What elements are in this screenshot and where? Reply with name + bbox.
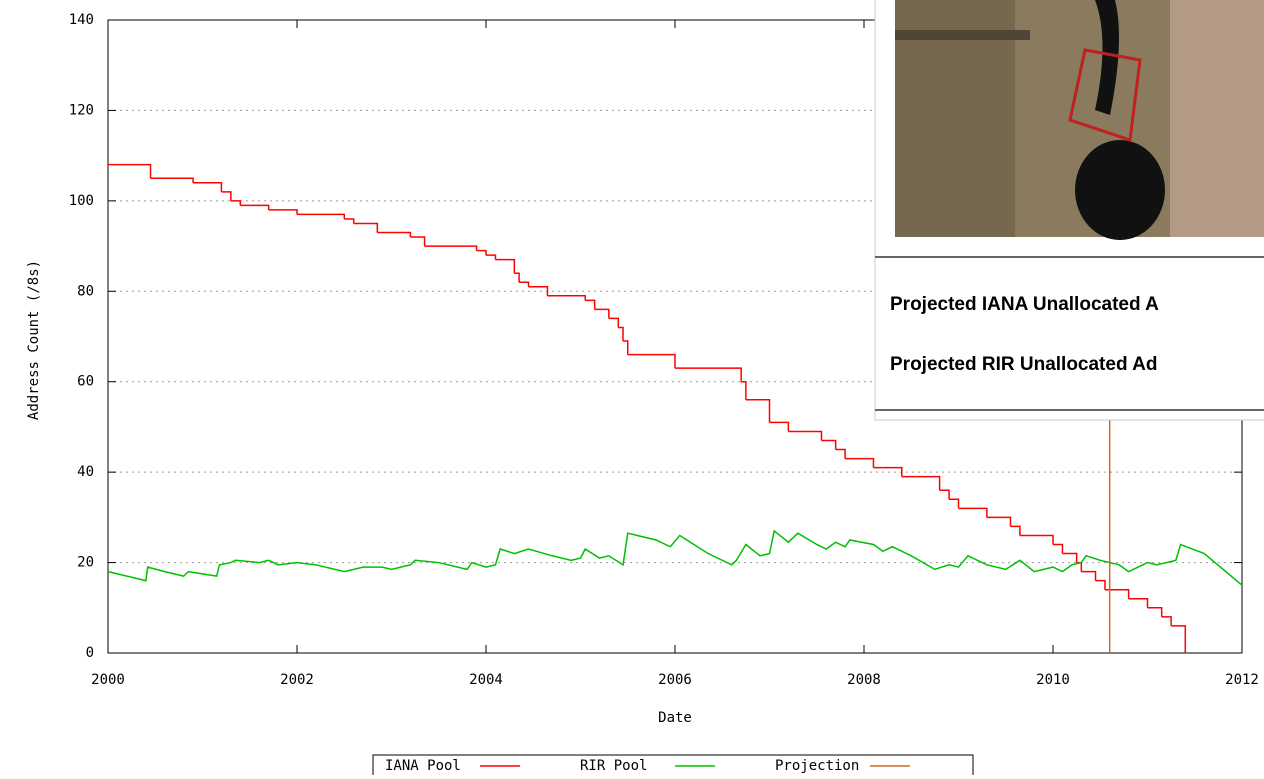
x-axis-label: Date — [658, 710, 692, 726]
x-tick-label: 2000 — [91, 672, 125, 688]
step-segment — [1081, 570, 1097, 581]
y-tick-label: 0 — [86, 645, 94, 661]
legend-box — [372, 754, 974, 779]
y-tick-label: 140 — [69, 12, 94, 28]
step-segment — [495, 258, 516, 274]
step-segment — [377, 231, 412, 238]
x-tick-label: 2008 — [847, 672, 881, 688]
step-segment — [476, 249, 487, 256]
step-segment — [1104, 588, 1130, 599]
step-segment — [1171, 625, 1187, 653]
step-segment — [1010, 525, 1021, 536]
step-segment — [1062, 552, 1078, 563]
step-segment — [1161, 616, 1172, 626]
step-segment — [486, 254, 497, 260]
y-tick-label: 40 — [77, 464, 94, 480]
step-segment — [1095, 579, 1106, 590]
step-segment — [424, 245, 478, 251]
step-segment — [594, 308, 610, 319]
step-segment — [618, 326, 624, 342]
step-segment — [240, 204, 270, 210]
step-segment — [939, 489, 950, 500]
step-segment — [585, 299, 596, 310]
step-segment — [845, 457, 875, 468]
step-segment — [193, 182, 223, 192]
step-segment — [230, 200, 242, 206]
step-segment — [623, 340, 629, 355]
step-segment — [1053, 543, 1064, 554]
step-segment — [519, 281, 530, 287]
y-tick-label: 20 — [77, 555, 94, 571]
step-segment — [675, 367, 742, 382]
legend-label: Projection — [775, 758, 859, 774]
legend-label: RIR Pool — [580, 758, 647, 774]
step-segment — [873, 466, 903, 477]
step-segment — [1147, 607, 1163, 617]
step-segment — [410, 236, 426, 247]
popup: Projected IANA Unallocated A Projected R… — [874, 0, 1264, 421]
step-segment — [108, 163, 152, 179]
x-tick-label: 2004 — [469, 672, 503, 688]
photo-ledge — [895, 30, 1030, 40]
step-segment — [788, 430, 823, 441]
step-segment — [1019, 534, 1054, 545]
step-segment — [741, 380, 747, 400]
step-segment — [627, 353, 676, 369]
step-segment — [547, 295, 586, 301]
step-segment — [1128, 597, 1149, 608]
step-segment — [949, 498, 960, 509]
photo-wall-right — [1170, 0, 1264, 237]
photo-chair — [1068, 48, 1142, 143]
series-line — [107, 529, 1243, 586]
y-tick-label: 100 — [69, 193, 94, 209]
x-tick-label: 2012 — [1225, 672, 1259, 688]
step-segment — [297, 213, 345, 219]
step-segment — [528, 286, 549, 296]
legend-label: IANA Pool — [385, 758, 461, 774]
x-tick-label: 2010 — [1036, 672, 1070, 688]
step-segment — [986, 516, 1012, 527]
step-segment — [608, 317, 620, 328]
y-tick-label: 80 — [77, 283, 94, 299]
step-segment — [150, 177, 194, 183]
legend: IANA Pool RIR Pool Projection — [385, 758, 910, 774]
step-segment — [769, 421, 790, 432]
step-segment — [353, 222, 379, 233]
step-segment — [958, 507, 988, 518]
step-segment — [901, 475, 941, 491]
popup-text: Projected IANA Unallocated A — [890, 294, 1159, 315]
step-segment — [514, 272, 520, 283]
photo-sculpture — [1075, 140, 1165, 240]
x-tick-label: 2002 — [280, 672, 314, 688]
step-segment — [745, 399, 771, 423]
y-tick-label: 120 — [69, 102, 94, 118]
x-tick-label: 2006 — [658, 672, 692, 688]
step-segment — [835, 448, 846, 459]
popup-text: Projected RIR Unallocated Ad — [890, 354, 1157, 375]
photo-sculpture-neck — [1095, 0, 1119, 115]
y-axis-label: Address Count (/8s) — [26, 260, 42, 420]
step-segment — [344, 218, 355, 224]
y-tick-label: 60 — [77, 374, 94, 390]
step-segment — [221, 191, 232, 201]
step-segment — [268, 209, 298, 215]
step-segment — [821, 439, 837, 450]
